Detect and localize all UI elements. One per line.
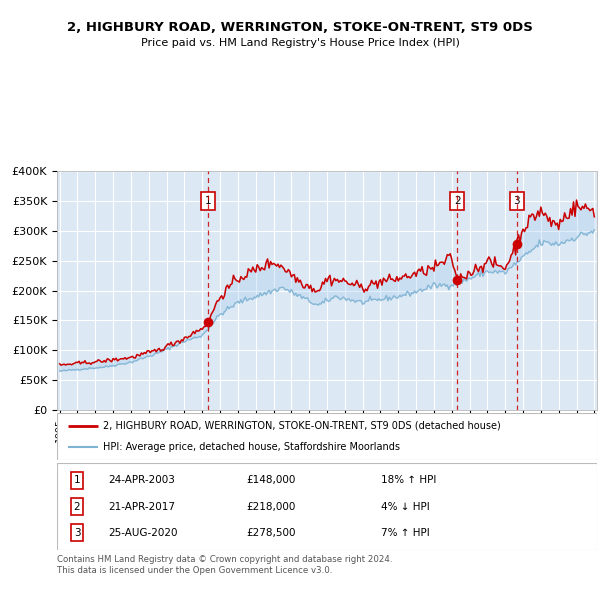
- Text: 3: 3: [74, 527, 80, 537]
- Text: 7% ↑ HPI: 7% ↑ HPI: [381, 527, 430, 537]
- Text: Price paid vs. HM Land Registry's House Price Index (HPI): Price paid vs. HM Land Registry's House …: [140, 38, 460, 48]
- FancyBboxPatch shape: [57, 463, 597, 550]
- Text: 18% ↑ HPI: 18% ↑ HPI: [381, 476, 436, 486]
- Text: 1: 1: [74, 476, 80, 486]
- Text: 21-APR-2017: 21-APR-2017: [108, 502, 175, 512]
- Text: 3: 3: [514, 196, 520, 206]
- Text: £148,000: £148,000: [246, 476, 295, 486]
- Text: 1: 1: [205, 196, 211, 206]
- Text: 2, HIGHBURY ROAD, WERRINGTON, STOKE-ON-TRENT, ST9 0DS: 2, HIGHBURY ROAD, WERRINGTON, STOKE-ON-T…: [67, 21, 533, 34]
- Text: 24-APR-2003: 24-APR-2003: [108, 476, 175, 486]
- Text: £278,500: £278,500: [246, 527, 296, 537]
- Text: 2: 2: [454, 196, 461, 206]
- Text: £218,000: £218,000: [246, 502, 295, 512]
- Text: Contains HM Land Registry data © Crown copyright and database right 2024.
This d: Contains HM Land Registry data © Crown c…: [57, 555, 392, 575]
- Text: 2: 2: [74, 502, 80, 512]
- FancyBboxPatch shape: [57, 413, 597, 460]
- Text: 4% ↓ HPI: 4% ↓ HPI: [381, 502, 430, 512]
- Text: 2, HIGHBURY ROAD, WERRINGTON, STOKE-ON-TRENT, ST9 0DS (detached house): 2, HIGHBURY ROAD, WERRINGTON, STOKE-ON-T…: [103, 421, 500, 431]
- Text: 25-AUG-2020: 25-AUG-2020: [108, 527, 178, 537]
- Text: HPI: Average price, detached house, Staffordshire Moorlands: HPI: Average price, detached house, Staf…: [103, 442, 400, 453]
